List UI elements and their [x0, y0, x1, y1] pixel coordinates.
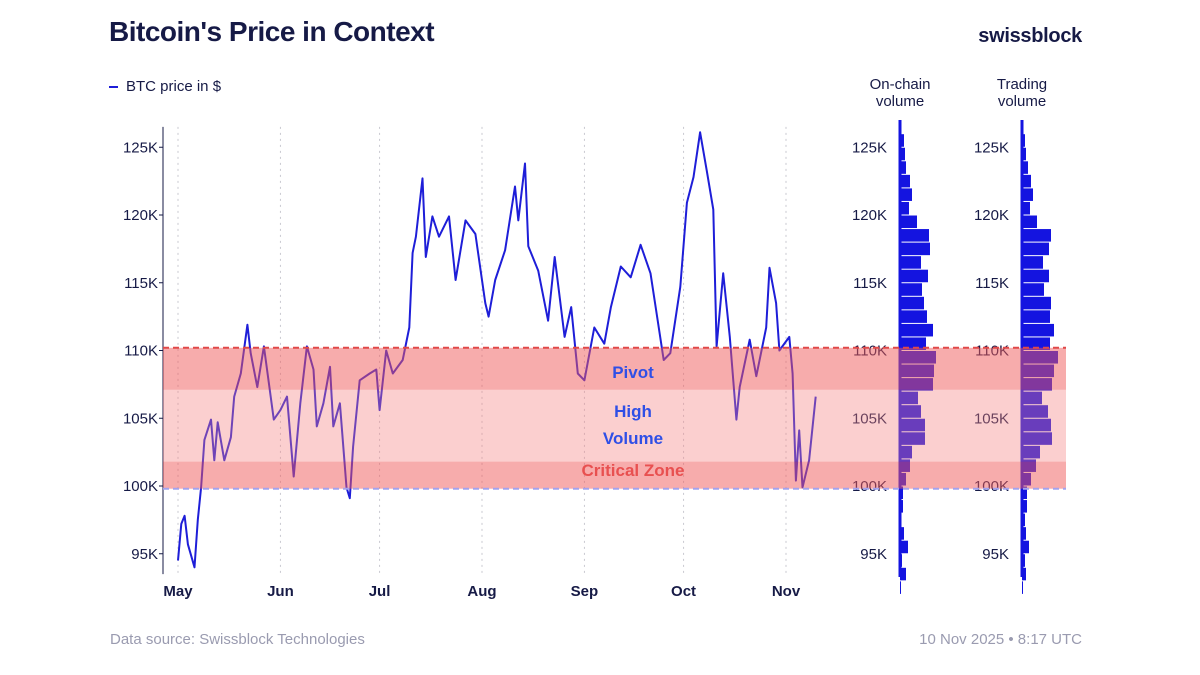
- y-tick-label: 125K: [123, 139, 158, 156]
- volume-bar: [900, 215, 917, 229]
- volume-bar: [1022, 269, 1049, 283]
- volume-bar: [1022, 486, 1027, 500]
- volume-bar: [1022, 567, 1026, 581]
- volume-y-tick-label: 120K: [852, 207, 887, 224]
- x-tick-label: Nov: [772, 583, 801, 600]
- y-tick-label: 115K: [124, 275, 158, 292]
- y-tick-label: 110K: [124, 343, 158, 360]
- zone-band-high-volume: [163, 389, 1066, 462]
- volume-bar: [1022, 256, 1043, 269]
- legend: BTC price in $: [109, 78, 221, 95]
- x-tick-label: Aug: [467, 583, 496, 600]
- y-tick-label: 120K: [123, 207, 158, 224]
- volume-bar: [900, 174, 910, 188]
- volume-bar: [1022, 432, 1052, 445]
- trading-volume-title: Trading volume: [996, 76, 1048, 110]
- y-tick-label: 95K: [131, 546, 158, 563]
- volume-bar: [1022, 500, 1027, 513]
- volume-y-tick-label: 125K: [974, 139, 1009, 156]
- volume-bar: [1022, 161, 1028, 174]
- volume-bar: [900, 581, 901, 594]
- volume-bar: [900, 201, 909, 215]
- volume-bar: [900, 527, 904, 540]
- volume-bar: [1022, 540, 1029, 554]
- pivot-label: Pivot: [612, 363, 654, 382]
- x-tick-label: Sep: [571, 583, 599, 600]
- volume-bar: [900, 269, 928, 283]
- volume-bar: [900, 256, 921, 269]
- legend-swatch: [109, 85, 118, 88]
- critical-zone-label: Critical Zone: [582, 461, 685, 480]
- zone-band-pivot: [163, 347, 1066, 390]
- volume-bar: [1022, 581, 1023, 594]
- volume-y-tick-label: 115K: [853, 275, 887, 292]
- volume-bar: [1022, 391, 1042, 405]
- volume-bar: [1022, 229, 1051, 242]
- volume-y-tick-label: 95K: [860, 546, 887, 563]
- volume-bar: [900, 188, 912, 201]
- volume-bar: [900, 161, 906, 174]
- timestamp: 10 Nov 2025 • 8:17 UTC: [919, 631, 1082, 648]
- volume-bar: [900, 310, 927, 323]
- volume-y-tick-label: 120K: [974, 207, 1009, 224]
- volume-bar: [1022, 242, 1049, 256]
- volume-bar: [1022, 323, 1054, 337]
- chart-title: Bitcoin's Price in Context: [109, 16, 435, 47]
- volume-bar: [1022, 188, 1033, 201]
- volume-bar: [900, 405, 921, 418]
- volume-bar: [900, 283, 922, 296]
- data-source: Data source: Swissblock Technologies: [110, 631, 365, 648]
- volume-y-tick-label: 105K: [974, 410, 1009, 427]
- y-tick-label: 100K: [123, 478, 158, 495]
- volume-bar: [900, 134, 904, 147]
- volume-bar: [1022, 310, 1050, 323]
- volume-y-tick-label: 125K: [852, 139, 887, 156]
- volume-bar: [900, 147, 905, 161]
- x-tick-label: Jul: [369, 583, 391, 600]
- volume-bar: [900, 418, 925, 432]
- volume-bar: [900, 242, 930, 256]
- y-tick-label: 105K: [123, 410, 158, 427]
- volume-y-tick-label: 115K: [975, 275, 1009, 292]
- zone-band-critical-zone: [163, 461, 1066, 489]
- volume-y-tick-label: 95K: [982, 546, 1009, 563]
- volume-bar: [1022, 405, 1048, 418]
- volume-bar: [900, 567, 906, 581]
- volume-bar: [1022, 215, 1037, 229]
- volume-y-tick-label: 105K: [852, 410, 887, 427]
- volume-bar: [1022, 147, 1026, 161]
- volume-bar: [1022, 174, 1031, 188]
- high-volume-label: Volume: [603, 429, 663, 448]
- volume-bar: [900, 432, 925, 445]
- volume-bar: [1022, 296, 1051, 310]
- volume-bar: [900, 540, 908, 554]
- x-tick-label: Oct: [671, 583, 696, 600]
- onchain-volume-title: On-chain volume: [869, 76, 931, 110]
- volume-bar: [1022, 418, 1051, 432]
- volume-bar: [900, 229, 929, 242]
- volume-bar: [1022, 283, 1044, 296]
- volume-bar: [900, 296, 924, 310]
- volume-bar: [1022, 527, 1026, 540]
- volume-bar: [900, 391, 918, 405]
- x-tick-label: Jun: [267, 583, 294, 600]
- volume-bar: [900, 445, 912, 459]
- high-volume-label: High: [614, 402, 652, 421]
- legend-label: BTC price in $: [126, 78, 222, 95]
- volume-bar: [900, 323, 933, 337]
- swissblock-logo: swissblock: [978, 25, 1082, 47]
- volume-bar: [1022, 201, 1030, 215]
- x-tick-label: May: [163, 583, 193, 600]
- volume-bar: [1022, 445, 1040, 459]
